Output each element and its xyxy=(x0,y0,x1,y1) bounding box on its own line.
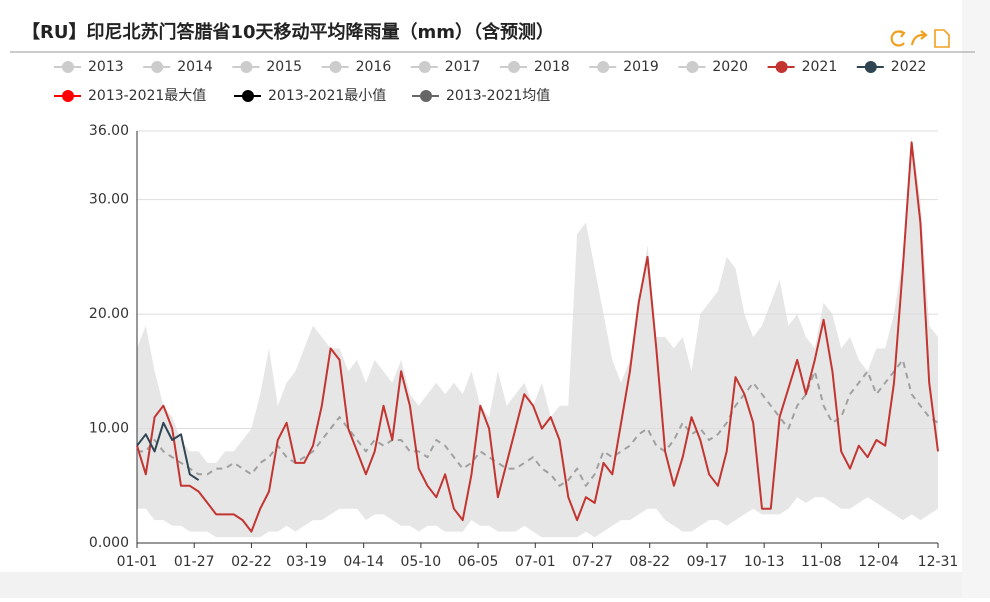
share-icon[interactable] xyxy=(910,30,928,46)
legend-label: 2017 xyxy=(445,59,481,75)
legend-label: 2013-2021均值 xyxy=(446,88,550,104)
refresh-arrow[interactable] xyxy=(899,30,906,38)
legend-item[interactable]: 2020 xyxy=(678,59,748,75)
x-tick-label: 11-08 xyxy=(801,554,842,570)
legend-label: 2019 xyxy=(623,59,659,75)
x-tick-label: 10-13 xyxy=(744,554,785,570)
legend-marker xyxy=(418,61,431,73)
legend-item[interactable]: 2013 xyxy=(54,59,124,75)
legend-label: 2018 xyxy=(534,59,570,75)
legend-marker xyxy=(62,90,74,102)
legend-item[interactable]: 2015 xyxy=(232,59,302,75)
x-tick-label: 07-01 xyxy=(515,554,556,570)
legend-item[interactable]: 2022 xyxy=(856,59,927,75)
legend-label: 2022 xyxy=(891,59,927,75)
legend-marker xyxy=(864,61,877,73)
series-line xyxy=(136,421,200,481)
legend-marker xyxy=(597,61,610,73)
legend-item[interactable]: 2013-2021均值 xyxy=(412,88,550,104)
legend-marker xyxy=(420,90,432,102)
min-band xyxy=(137,497,938,543)
x-tick-label: 08-22 xyxy=(629,554,670,570)
legend-label: 2014 xyxy=(177,59,213,75)
plot: 0.000 10.00 20.00 30.00 36.00 01-01 01-27 02-22… xyxy=(89,123,958,570)
legend-item[interactable]: 2019 xyxy=(589,59,659,75)
legend-label: 2013 xyxy=(88,59,124,75)
legend-item[interactable]: 2013-2021最大值 xyxy=(54,88,206,104)
refresh-icon[interactable] xyxy=(890,30,905,47)
legend-marker xyxy=(240,61,253,73)
x-tick-label: 05-10 xyxy=(401,554,442,570)
x-tick-label: 01-01 xyxy=(117,554,158,570)
legend-item[interactable]: 2018 xyxy=(500,59,570,75)
x-tick-label: 02-22 xyxy=(231,554,272,570)
legend-item[interactable]: 2017 xyxy=(410,59,481,75)
legend-marker xyxy=(242,90,254,102)
legend-marker xyxy=(62,61,74,73)
y-tick-label: 30.00 xyxy=(89,192,129,208)
max-band xyxy=(137,136,938,543)
legend-marker xyxy=(151,61,164,73)
x-tick-label: 12-04 xyxy=(858,554,899,570)
legend-label: 2013-2021最大值 xyxy=(88,88,206,104)
legend-marker xyxy=(508,61,520,73)
series-line xyxy=(136,141,939,533)
legend-item[interactable]: 2016 xyxy=(321,59,392,75)
x-tick-label: 04-14 xyxy=(343,554,384,570)
y-tick-label: 36.00 xyxy=(89,123,129,139)
x-tick-label: 12-31 xyxy=(918,554,959,570)
legend-marker xyxy=(686,61,699,73)
legend-label: 2021 xyxy=(802,59,838,75)
legend-item[interactable]: 2021 xyxy=(767,59,838,75)
side-strip xyxy=(962,0,990,598)
x-tick-label: 06-05 xyxy=(458,554,499,570)
x-tick-label: 09-17 xyxy=(687,554,728,570)
legend-item[interactable]: 2013-2021最小值 xyxy=(234,88,386,104)
legend-label: 2020 xyxy=(712,59,748,75)
legend-label: 2016 xyxy=(356,59,392,75)
x-tick-label: 01-27 xyxy=(174,554,215,570)
x-tick-label: 03-19 xyxy=(286,554,327,570)
chart-title: 【RU】印尼北苏门答腊省10天移动平均降雨量（mm）（含预测） xyxy=(22,21,554,43)
toolbar xyxy=(890,29,950,48)
footer-strip xyxy=(0,572,990,598)
legend-label: 2015 xyxy=(266,59,302,75)
y-tick-label: 0.000 xyxy=(89,535,129,551)
legend-marker xyxy=(329,61,342,73)
legend-marker xyxy=(775,61,788,73)
x-tick-label: 07-27 xyxy=(572,554,613,570)
y-tick-label: 10.00 xyxy=(89,421,129,437)
legend-item[interactable]: 2014 xyxy=(143,59,213,75)
legend-label: 2013-2021最小值 xyxy=(268,88,386,104)
y-tick-label: 20.00 xyxy=(89,306,129,322)
average-line xyxy=(137,358,939,487)
save-icon[interactable] xyxy=(934,29,950,48)
